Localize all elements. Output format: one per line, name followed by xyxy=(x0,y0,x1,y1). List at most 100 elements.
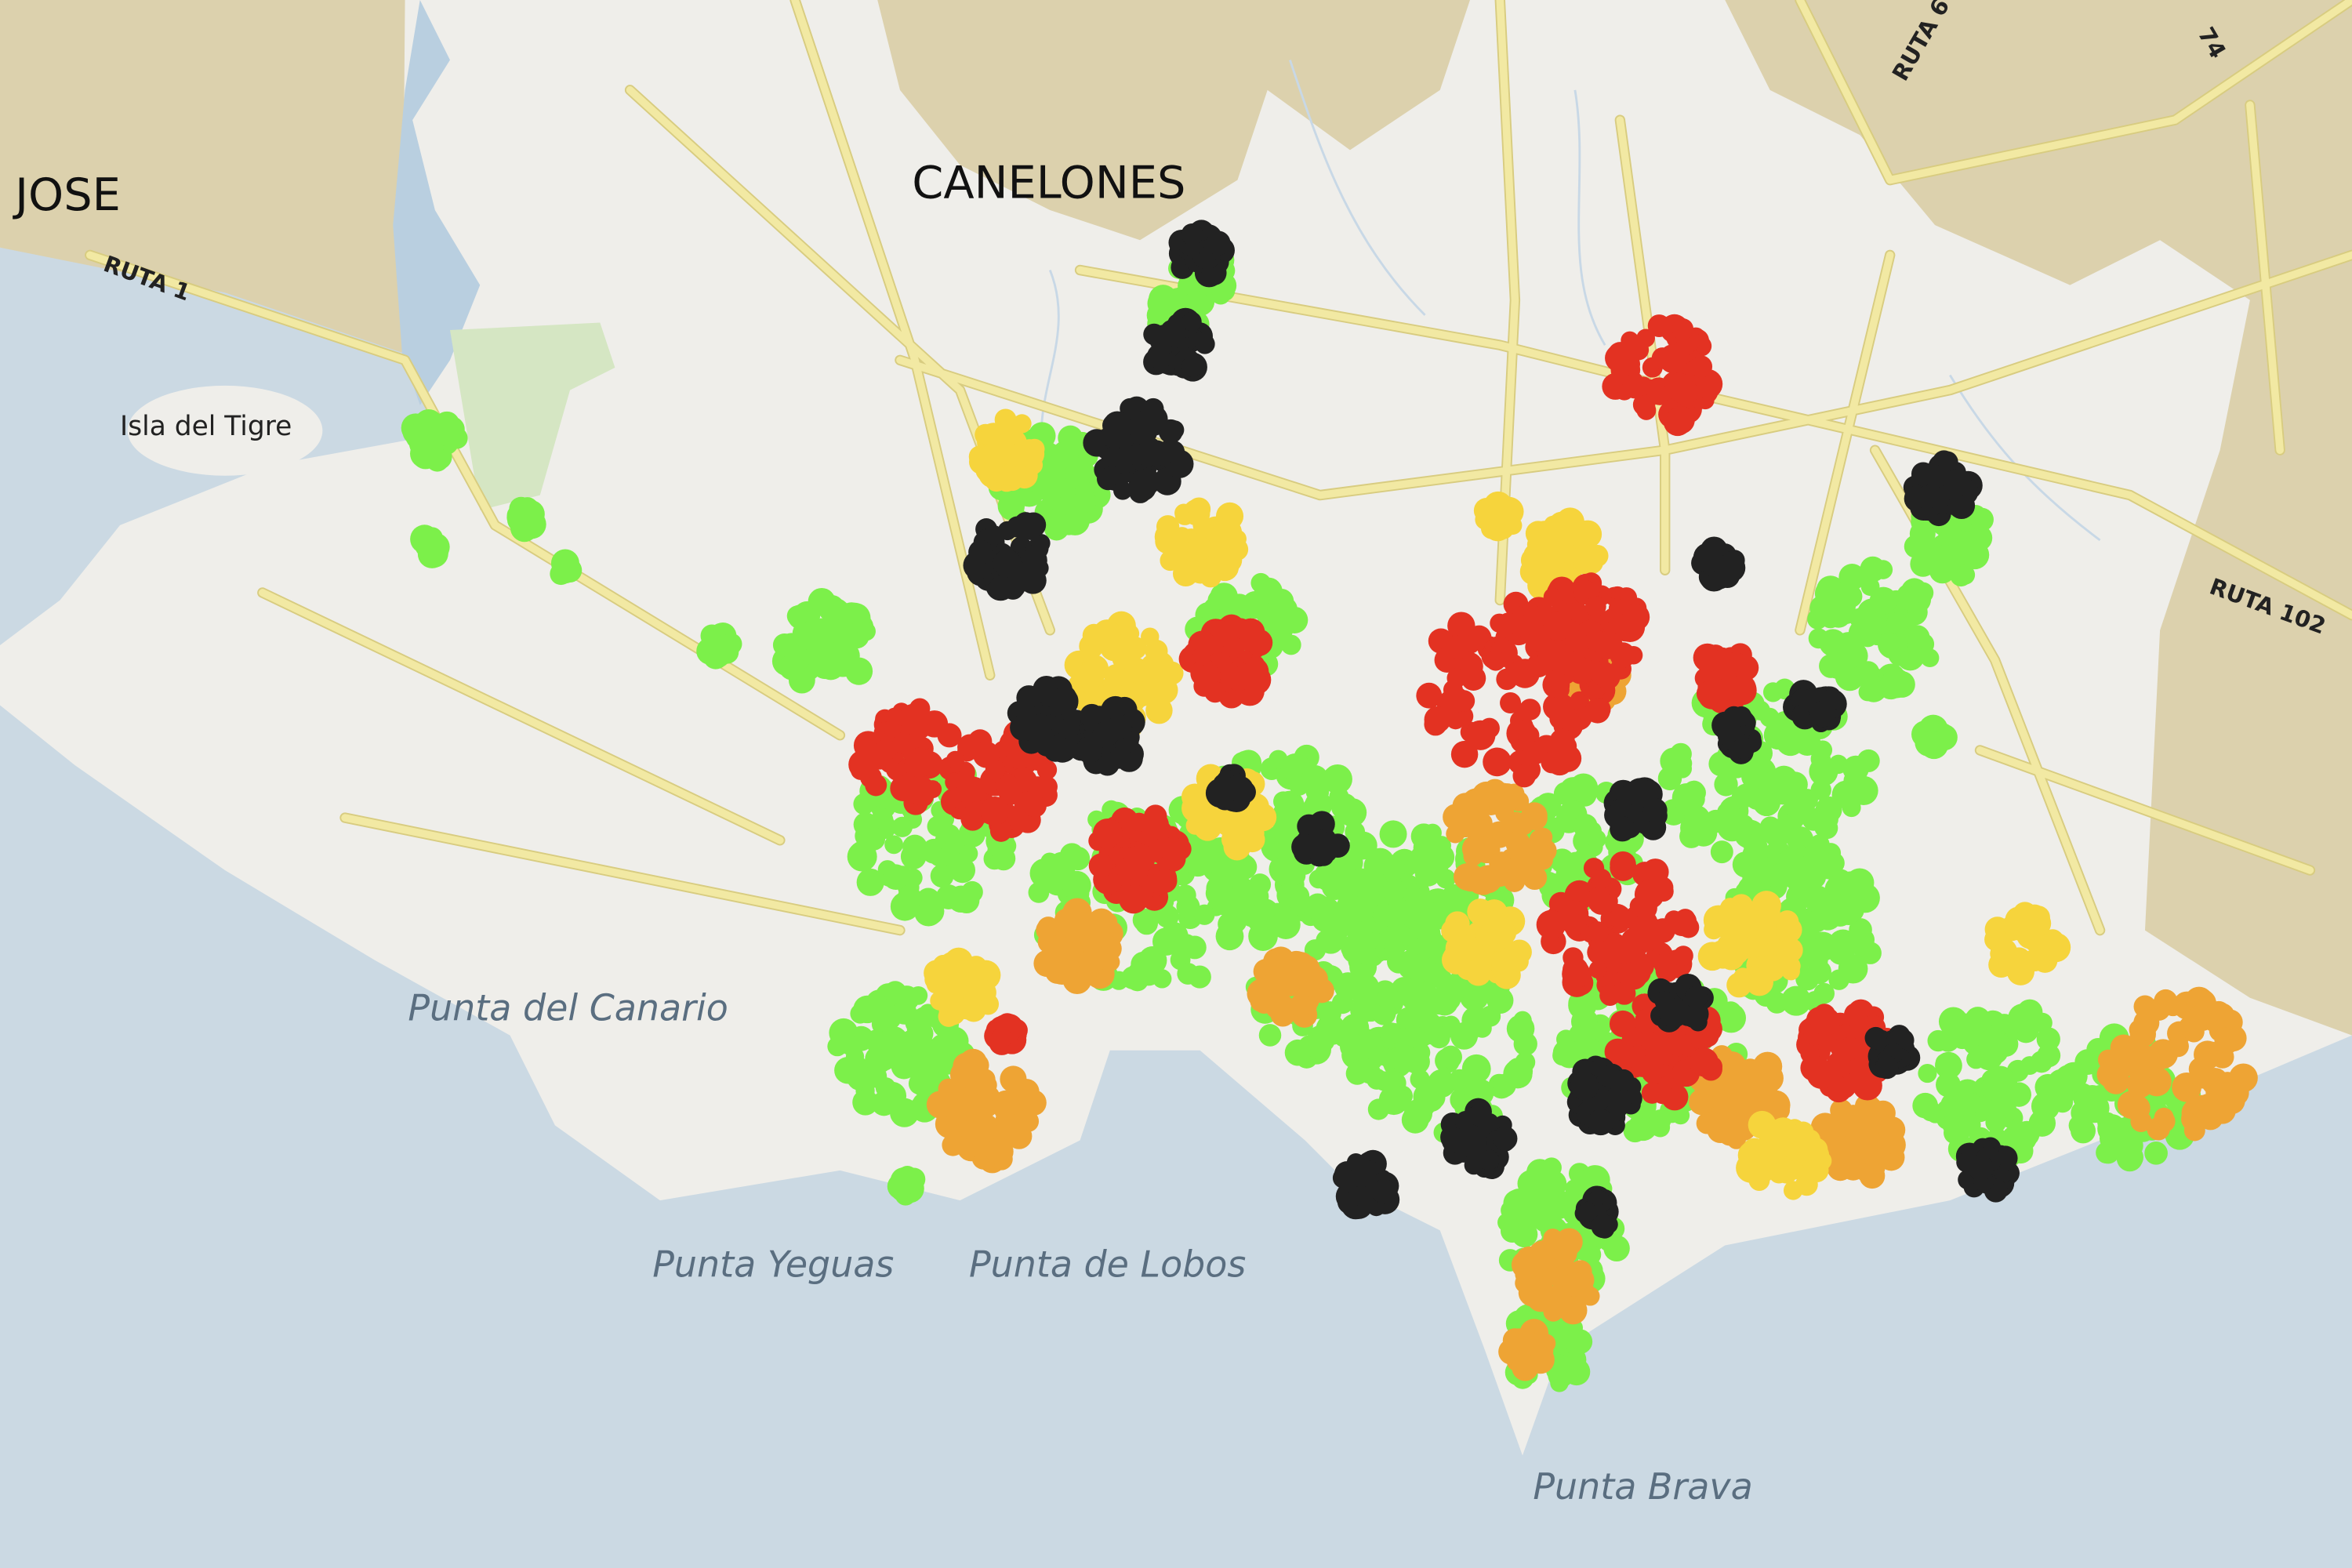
incident-point xyxy=(1288,756,1308,775)
incident-point xyxy=(1909,536,1931,558)
incident-point xyxy=(957,734,982,757)
incident-point xyxy=(1650,1109,1671,1131)
incident-point xyxy=(875,1077,896,1098)
incident-point xyxy=(1217,547,1243,573)
incident-point xyxy=(1566,851,1585,871)
incident-point xyxy=(1709,939,1738,967)
incident-point xyxy=(1479,1149,1500,1171)
incident-point xyxy=(902,834,927,860)
incident-point xyxy=(1796,735,1816,755)
incident-point xyxy=(818,594,845,622)
incident-point xyxy=(1591,868,1612,889)
incident-point xyxy=(2130,1110,2152,1133)
incident-point xyxy=(1432,969,1453,990)
incident-point xyxy=(1482,910,1508,935)
incident-point xyxy=(1818,893,1849,924)
incident-point xyxy=(1139,810,1169,840)
incident-point xyxy=(1558,651,1584,677)
incident-point xyxy=(1987,1065,2014,1094)
incident-point xyxy=(898,703,929,733)
incident-point xyxy=(1647,314,1671,338)
incident-point xyxy=(955,779,981,804)
incident-point xyxy=(1196,663,1219,686)
incident-point xyxy=(1135,912,1159,935)
incident-point xyxy=(1305,830,1335,860)
incident-point xyxy=(941,989,965,1014)
incident-point xyxy=(1189,501,1207,520)
incident-point xyxy=(1512,764,1537,788)
incident-point xyxy=(956,1092,985,1121)
incident-point xyxy=(1830,1098,1853,1122)
incident-point xyxy=(1103,411,1131,439)
incident-point xyxy=(1696,681,1722,706)
incident-point xyxy=(1714,772,1738,797)
incident-point xyxy=(1206,875,1233,902)
incident-point xyxy=(1715,659,1737,681)
incident-point xyxy=(1206,230,1231,256)
incident-point xyxy=(1188,965,1211,989)
incident-point xyxy=(1503,1059,1533,1089)
incident-point xyxy=(1258,1024,1282,1047)
incident-point xyxy=(1518,1278,1547,1307)
incident-point xyxy=(1432,983,1461,1012)
incident-point xyxy=(1905,625,1930,650)
incident-point xyxy=(1642,797,1668,822)
place-label: Punta Yeguas xyxy=(652,1243,894,1286)
incident-point xyxy=(1584,698,1610,724)
incident-point xyxy=(1102,466,1121,485)
incident-point xyxy=(2142,1067,2165,1091)
incident-point xyxy=(1467,721,1493,747)
island-label: Isla del Tigre xyxy=(120,411,292,442)
incident-point xyxy=(1811,1007,1841,1036)
incident-point xyxy=(1727,1067,1750,1090)
incident-point xyxy=(1314,861,1345,892)
incident-point xyxy=(959,844,978,863)
incident-point xyxy=(1838,953,1868,984)
incident-point xyxy=(961,1136,982,1156)
incident-point xyxy=(1441,945,1471,975)
incident-point xyxy=(1113,481,1133,500)
incident-point xyxy=(1424,706,1451,733)
incident-point xyxy=(1513,1011,1532,1030)
incident-point xyxy=(1149,291,1171,312)
incident-point xyxy=(1400,979,1427,1005)
incident-point xyxy=(1000,1065,1027,1093)
incident-point xyxy=(1879,632,1900,653)
incident-point xyxy=(779,654,805,681)
incident-point xyxy=(884,981,907,1004)
incident-point xyxy=(1864,1026,1887,1050)
incident-point xyxy=(855,739,880,763)
incident-point xyxy=(1246,629,1273,656)
incident-point xyxy=(892,1000,917,1025)
incident-point xyxy=(884,835,903,855)
incident-point xyxy=(1181,355,1203,377)
incident-point xyxy=(1734,783,1759,808)
incident-point xyxy=(1719,898,1741,919)
incident-point xyxy=(1696,1112,1718,1134)
incident-point xyxy=(1515,702,1536,722)
incident-point xyxy=(1586,829,1606,849)
incident-point xyxy=(1718,1088,1740,1112)
incident-point xyxy=(1381,857,1406,881)
incident-point xyxy=(1289,993,1313,1018)
incident-point xyxy=(1546,1231,1577,1261)
incident-point xyxy=(961,880,983,903)
incident-point xyxy=(1515,816,1534,836)
incident-point xyxy=(1795,1173,1818,1196)
incident-point xyxy=(857,1067,879,1090)
incident-point xyxy=(1634,376,1653,396)
incident-point xyxy=(980,797,1010,826)
incident-point xyxy=(1752,1078,1777,1103)
incident-point xyxy=(1045,959,1070,984)
incident-point xyxy=(1155,658,1174,677)
incident-point xyxy=(1078,948,1105,976)
incident-point xyxy=(1511,1250,1540,1279)
incident-point xyxy=(958,1120,978,1139)
incident-point xyxy=(1613,1069,1635,1091)
incident-point xyxy=(1415,1096,1436,1116)
incident-point xyxy=(1000,416,1020,435)
incident-point xyxy=(1156,515,1180,539)
incident-point xyxy=(1855,1094,1878,1117)
incident-point xyxy=(786,605,808,626)
incident-point xyxy=(898,884,921,909)
